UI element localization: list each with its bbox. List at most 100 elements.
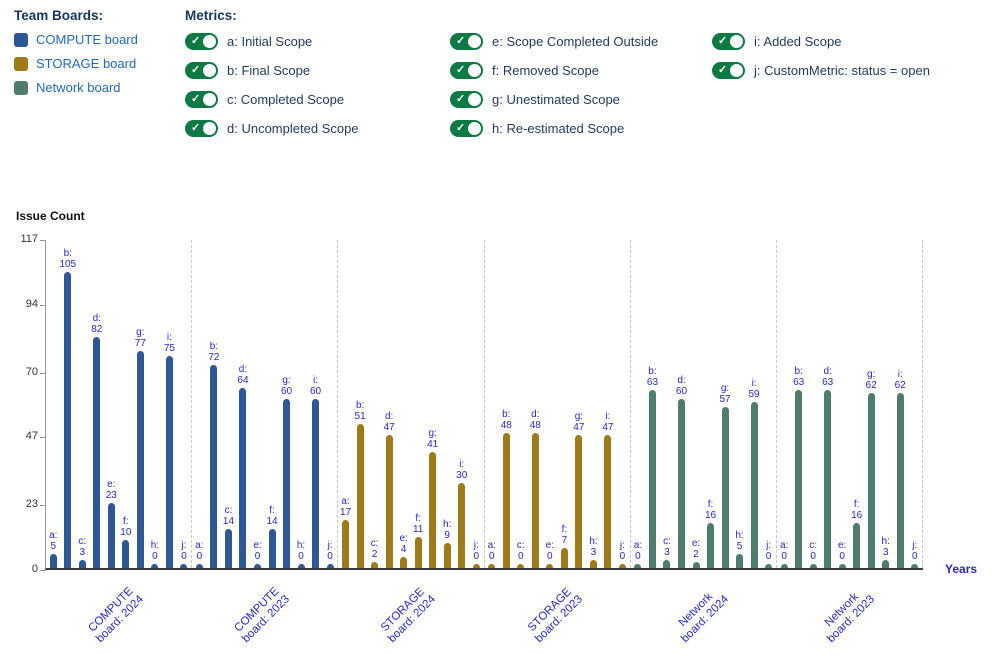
bar-d[interactable] [531,432,539,568]
bar-c[interactable] [371,562,379,568]
bar-d[interactable] [385,435,393,568]
legend-item[interactable]: COMPUTE board [14,32,138,47]
bar-a[interactable] [634,564,642,568]
bar-value-label: h: 5 [735,529,744,552]
bar-a[interactable] [49,553,57,568]
bar-c[interactable] [224,528,232,568]
bar-b[interactable] [210,364,218,568]
bar-value-label: d: 64 [237,363,249,386]
bar-slot: g: 62 [864,240,879,568]
metric-toggle[interactable]: ✓ [712,62,745,79]
bar-e[interactable] [107,503,115,568]
bar-a[interactable] [195,564,203,568]
bar-b[interactable] [502,432,510,568]
bar-g[interactable] [575,435,583,568]
metrics-column: ✓ a: Initial Scope ✓ b: Final Scope ✓ c: Comp… [185,27,450,143]
bar-e[interactable] [692,562,700,568]
bar-value-label: g: 57 [719,383,731,406]
bar-value-label: b: 105 [59,247,77,270]
bar-value-label: i: 60 [309,374,322,397]
bar-slot: f: 14 [265,240,280,568]
bar-value-label: f: 14 [266,504,278,527]
bar-b[interactable] [648,390,656,568]
bar-g[interactable] [867,393,875,568]
bar-e[interactable] [253,564,261,568]
bar-b[interactable] [64,271,72,568]
metric-toggle[interactable]: ✓ [450,120,483,137]
bar-i[interactable] [458,483,466,568]
metric-toggle[interactable]: ✓ [712,33,745,50]
bar-a[interactable] [780,564,788,568]
metric-toggle[interactable]: ✓ [185,62,218,79]
bar-slot: b: 105 [59,240,77,568]
bar-slot: g: 47 [572,240,587,568]
bar-i[interactable] [312,398,320,568]
bar-j[interactable] [911,564,919,568]
bar-d[interactable] [93,336,101,568]
bar-a[interactable] [342,520,350,568]
bar-h[interactable] [443,542,451,568]
bar-slot: i: 47 [601,240,616,568]
bar-h[interactable] [151,564,159,568]
bar-c[interactable] [517,564,525,568]
bar-value-label: i: 47 [602,411,614,434]
metric-item: ✓ j: CustomMetric: status = open [712,56,930,85]
bar-c[interactable] [809,564,817,568]
toggle-knob-icon [203,64,216,77]
bar-f[interactable] [268,528,276,568]
bar-j[interactable] [472,564,480,568]
bar-i[interactable] [604,435,612,568]
check-icon: ✓ [456,122,466,134]
metric-toggle[interactable]: ✓ [450,62,483,79]
metric-toggle[interactable]: ✓ [185,120,218,137]
bar-e[interactable] [838,564,846,568]
bar-g[interactable] [283,398,291,568]
bar-slot: f: 16 [849,240,864,568]
bar-e[interactable] [546,564,554,568]
bar-j[interactable] [326,564,334,568]
bar-j[interactable] [618,564,626,568]
metric-label: j: CustomMetric: status = open [754,63,930,78]
bar-g[interactable] [429,452,437,568]
bar-j[interactable] [180,564,188,568]
bar-g[interactable] [721,407,729,568]
bar-h[interactable] [736,553,744,568]
bar-a[interactable] [488,564,496,568]
bar-slot: g: 60 [279,240,294,568]
bar-i[interactable] [896,393,904,568]
bar-f[interactable] [853,522,861,568]
bar-g[interactable] [136,350,144,568]
bar-slot: a: 0 [485,240,500,568]
bar-d[interactable] [824,390,832,568]
bar-d[interactable] [239,387,247,568]
bar-group: a: 0 b: 72 c: 14 d: 64 e: 0 f: 14 g: 60 h: 0 i: 60 j: 0 [192,240,339,568]
bar-h[interactable] [882,559,890,568]
bar-i[interactable] [750,401,758,568]
bar-slot: h: 0 [148,240,163,568]
bar-value-label: j: 0 [181,540,187,562]
metric-toggle[interactable]: ✓ [450,33,483,50]
legend-item[interactable]: STORAGE board [14,56,138,71]
bar-e[interactable] [400,556,408,568]
bar-b[interactable] [795,390,803,568]
legend-item[interactable]: Network board [14,80,138,95]
bar-f[interactable] [122,539,130,568]
bar-c[interactable] [663,559,671,568]
metric-toggle[interactable]: ✓ [185,91,218,108]
bar-slot: f: 11 [411,240,426,568]
metric-toggle[interactable]: ✓ [450,91,483,108]
bar-h[interactable] [297,564,305,568]
bar-d[interactable] [677,398,685,568]
bar-c[interactable] [78,559,86,568]
bar-h[interactable] [589,559,597,568]
bar-i[interactable] [165,356,173,568]
bar-slot: c: 3 [75,240,90,568]
bar-slot: b: 63 [645,240,660,568]
bar-f[interactable] [560,548,568,568]
bar-f[interactable] [707,522,715,568]
metric-toggle[interactable]: ✓ [185,33,218,50]
bar-j[interactable] [765,564,773,568]
bar-slot: h: 3 [878,240,893,568]
bar-f[interactable] [414,536,422,568]
bar-b[interactable] [356,424,364,568]
